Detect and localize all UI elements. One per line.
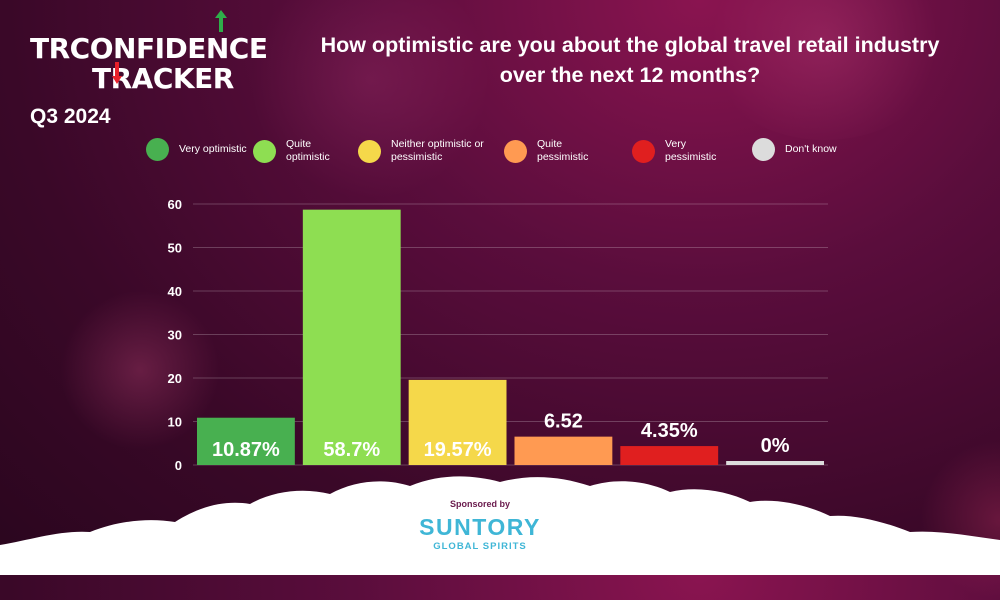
chart-title: How optimistic are you about the global … [320, 33, 940, 87]
legend-label: Don't know [785, 143, 837, 155]
chart-legend: Very optimistic Quite optimistic Neither… [146, 138, 866, 172]
bar-5 [620, 446, 719, 465]
y-tick-label: 20 [168, 371, 182, 386]
legend-swatch [752, 138, 775, 161]
legend-label: Quite pessimistic [537, 138, 589, 163]
logo-tr: TR [30, 32, 70, 65]
legend-swatch [253, 139, 276, 163]
bar-chart: 0 10 20 30 40 50 60 10.87% 58.7% 19.57% 6.52 4.35% 0… [168, 197, 824, 473]
legend-item-quite-pessimistic: Quite pessimistic [504, 138, 607, 164]
arrow-down-icon [112, 62, 122, 84]
bar-2 [302, 209, 401, 465]
quarter-label: Q3 2024 [30, 105, 111, 128]
legend-label: Quite optimistic [286, 138, 330, 163]
data-label: 10.87% [212, 439, 280, 461]
legend-swatch [504, 139, 527, 163]
y-tick-label: 60 [168, 197, 182, 212]
y-tick-label: 0 [175, 458, 182, 473]
data-label: 6.52 [544, 411, 583, 433]
arrow-up-icon [215, 10, 227, 32]
legend-swatch [358, 139, 381, 163]
y-tick-label: 50 [168, 241, 182, 256]
sponsor-by-label: Sponsored by [449, 499, 510, 509]
legend-swatch [146, 138, 169, 161]
data-label: 19.57% [424, 439, 492, 461]
data-label: 4.35% [641, 420, 698, 442]
data-label: 0% [761, 435, 790, 457]
y-tick-label: 40 [168, 284, 182, 299]
legend-item-very-optimistic: Very optimistic [146, 138, 249, 161]
bar-3 [408, 379, 507, 465]
sponsor-logo: SUNTORY [419, 514, 541, 540]
bar-6 [726, 461, 824, 465]
legend-swatch [632, 139, 655, 163]
data-label: 58.7% [323, 439, 380, 461]
legend-label: Neither optimistic or pessimistic [391, 138, 484, 163]
legend-item-very-pessimistic: Very pessimistic [632, 138, 735, 164]
legend-item-quite-optimistic: Quite optimistic [253, 138, 356, 164]
y-tick-label: 30 [168, 328, 182, 343]
cloud-decoration [0, 0, 1000, 575]
legend-item-neutral: Neither optimistic or pessimistic [358, 138, 521, 164]
bar-4 [514, 436, 613, 465]
y-tick-label: 10 [168, 415, 182, 430]
logo-confidence: CONFIDENCE [69, 32, 268, 65]
brand-logo: TRCONFIDENCE TRACKER [30, 10, 280, 97]
legend-label: Very optimistic [179, 143, 247, 155]
legend-label: Very pessimistic [665, 138, 717, 163]
sponsor-sub-label: GLOBAL SPIRITS [433, 541, 527, 552]
bar-1 [197, 417, 295, 465]
legend-item-dont-know: Don't know [752, 138, 865, 161]
